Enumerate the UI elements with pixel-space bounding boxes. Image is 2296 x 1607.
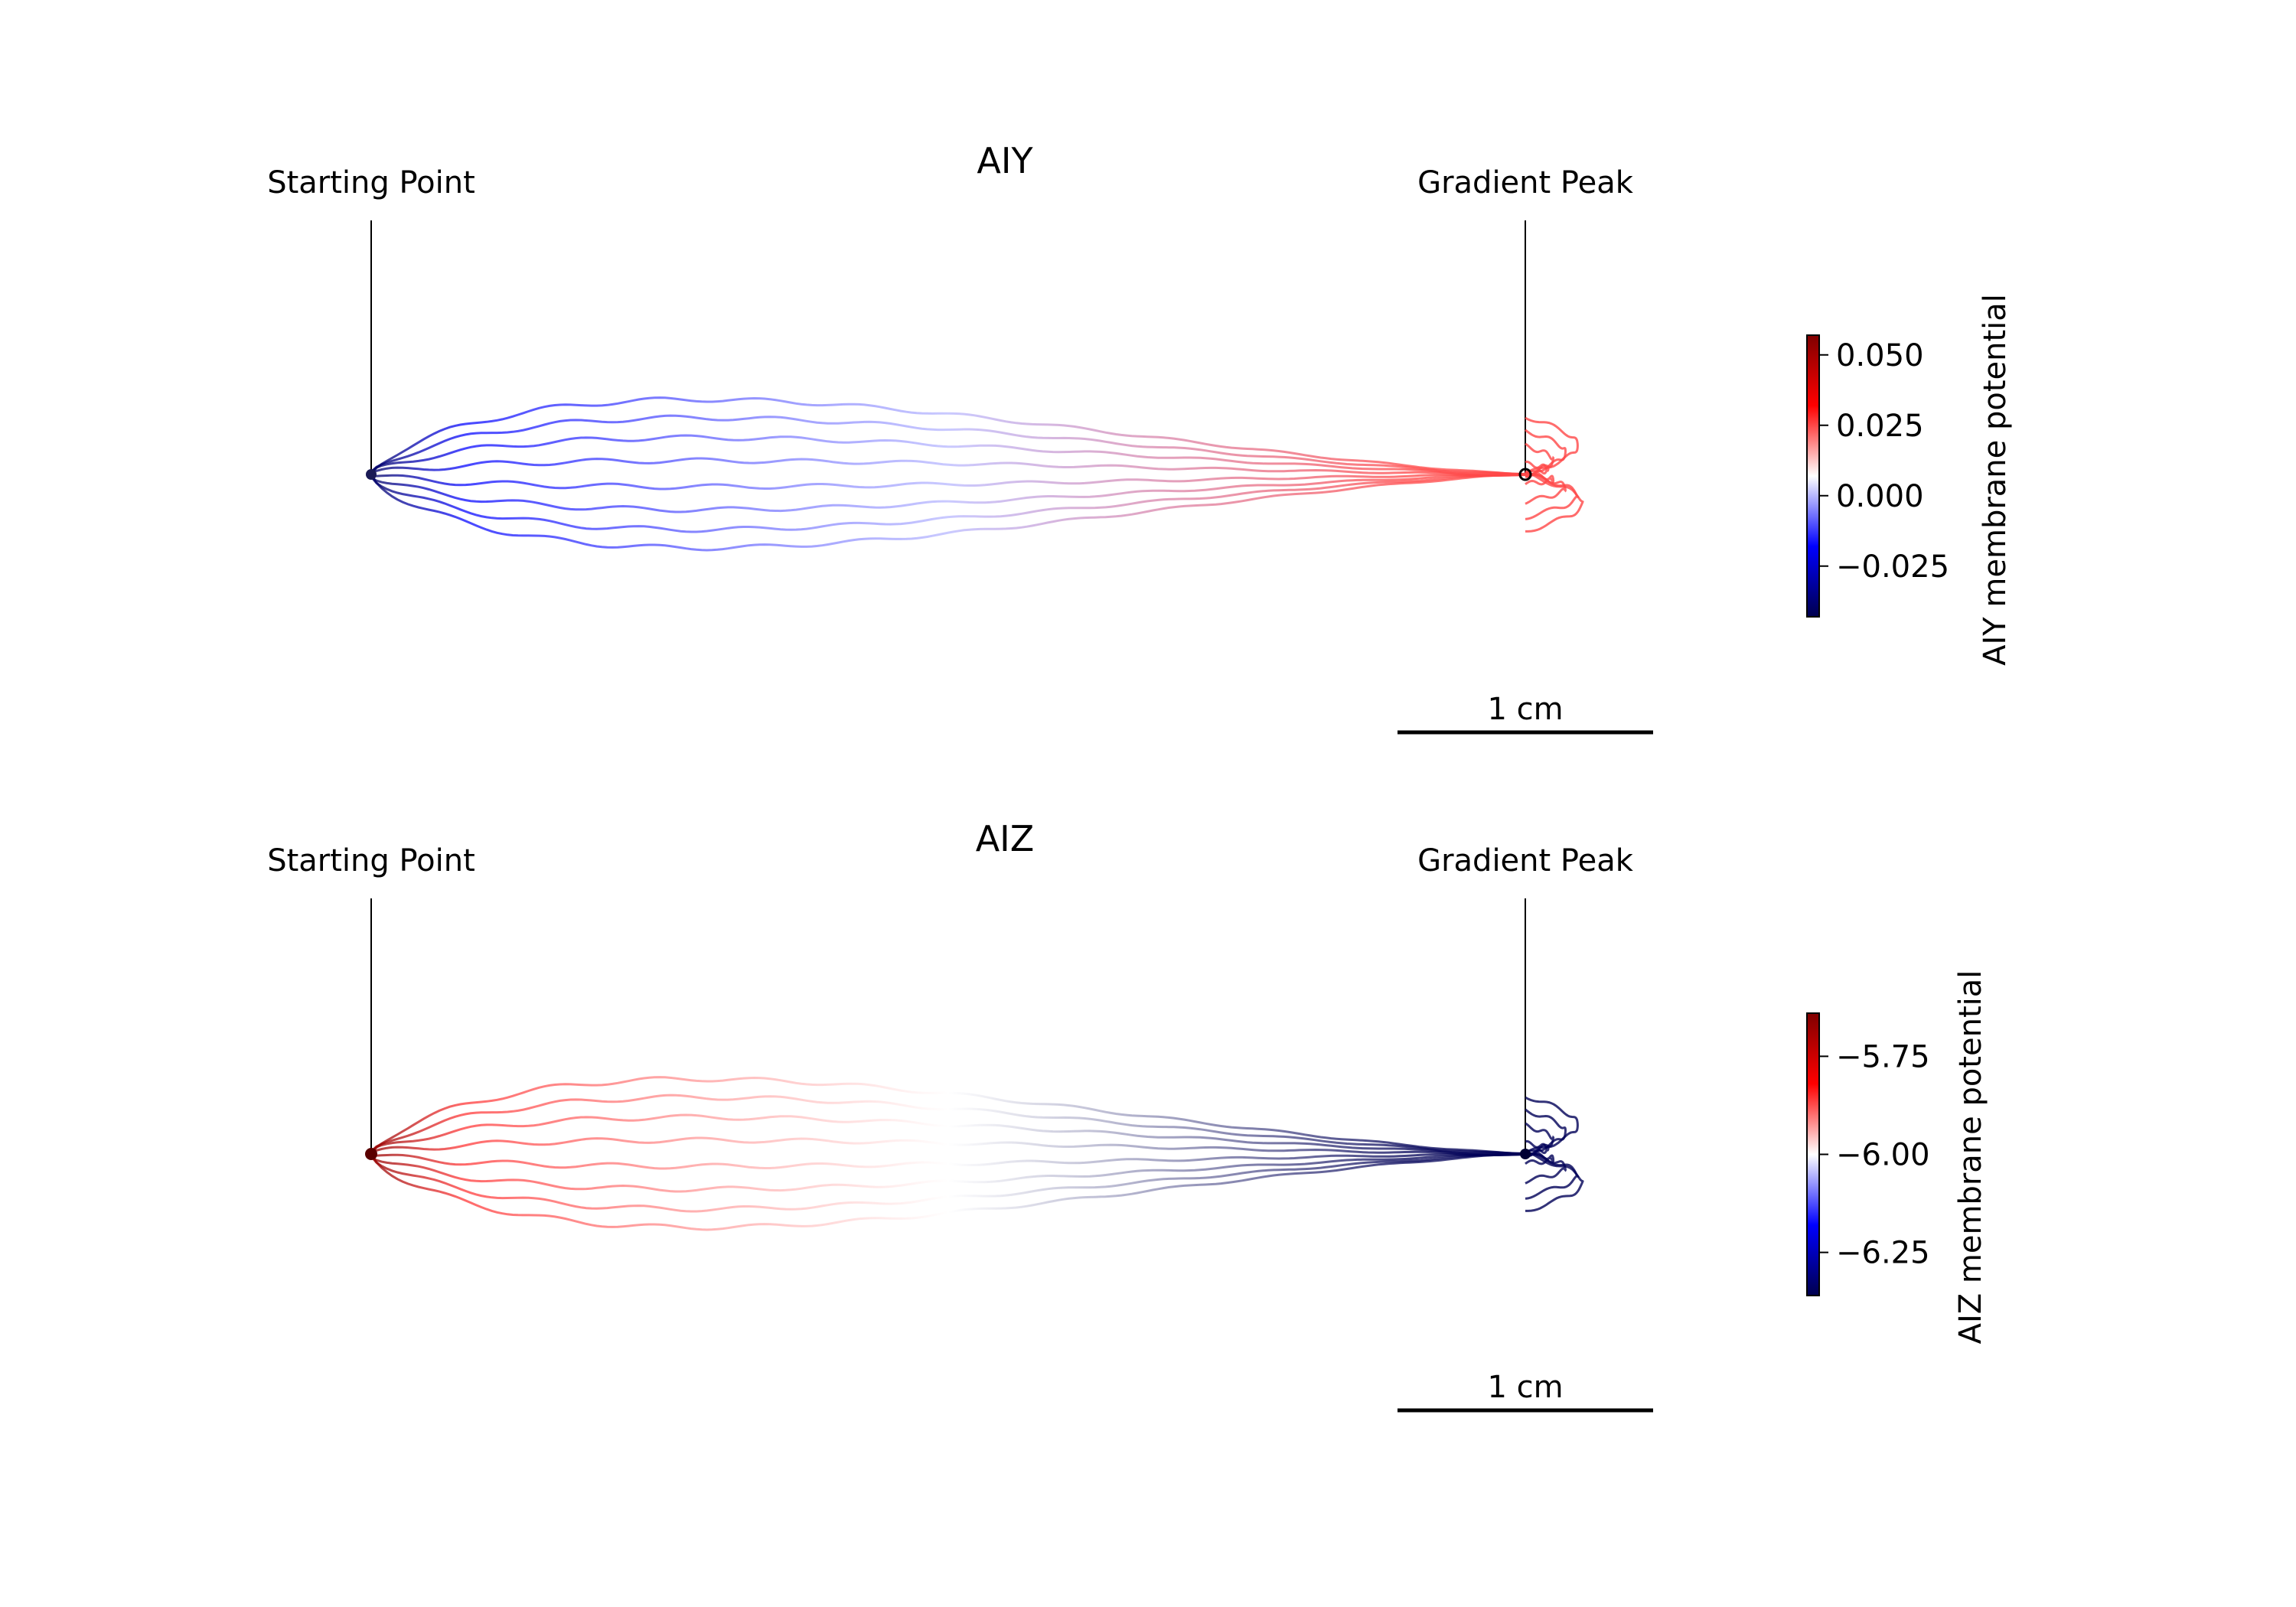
trajectory-line bbox=[370, 1136, 1525, 1156]
trajectory-peak-loop bbox=[1525, 472, 1555, 486]
colorbar-scale bbox=[1806, 334, 1820, 618]
trajectory-line bbox=[370, 414, 1526, 476]
scale-bar-label: 1 cm bbox=[1487, 1370, 1563, 1405]
trajectory-peak-loop bbox=[1525, 1096, 1579, 1155]
colorbar-tick-label: 0.050 bbox=[1836, 338, 1924, 373]
gradient-peak-label: Gradient Peak bbox=[1417, 843, 1634, 878]
trajectory-line bbox=[370, 1152, 1526, 1193]
panel-aiy: AIY Starting Point Gradient Peak 1 cm 0.… bbox=[267, 140, 2013, 735]
colorbar: −5.75 −6.00 −6.25 bbox=[1806, 1012, 1930, 1296]
trajectory-peak-loop bbox=[1525, 1150, 1584, 1212]
chart-title: AIZ bbox=[976, 818, 1035, 859]
gradient-peak-marker bbox=[1518, 468, 1532, 481]
trajectory-peak-loop bbox=[1525, 442, 1555, 476]
trajectories bbox=[370, 396, 1584, 552]
trajectory-line bbox=[370, 1152, 1526, 1170]
colorbar-tick-label: 0.025 bbox=[1836, 409, 1924, 444]
starting-point-label: Starting Point bbox=[267, 165, 475, 200]
trajectory-line bbox=[370, 473, 1526, 491]
starting-point-marker bbox=[365, 1148, 377, 1160]
trajectory-peak-loop bbox=[1525, 1152, 1555, 1165]
colorbar-label: AIY membrane potential bbox=[1978, 294, 2013, 666]
trajectory-line bbox=[370, 1094, 1526, 1156]
trajectory-peak-loop bbox=[1525, 471, 1584, 533]
trajectory-line bbox=[370, 434, 1526, 475]
trajectory-line bbox=[370, 1076, 1526, 1156]
colorbar-tick-label: −0.025 bbox=[1836, 549, 1949, 585]
colorbar-scale bbox=[1806, 1012, 1820, 1296]
colorbar-label: AIZ membrane potential bbox=[1953, 970, 1988, 1345]
trajectory-line bbox=[370, 457, 1525, 476]
trajectory-line bbox=[370, 1153, 1526, 1213]
trajectory-line bbox=[370, 474, 1526, 533]
gradient-peak-label: Gradient Peak bbox=[1417, 165, 1634, 200]
trajectories bbox=[370, 1076, 1584, 1231]
trajectory-line bbox=[370, 1113, 1526, 1155]
trajectory-line bbox=[370, 1153, 1526, 1231]
colorbar-tick-label: −6.00 bbox=[1836, 1138, 1930, 1173]
starting-point-label: Starting Point bbox=[267, 843, 475, 878]
trajectory-peak-loop bbox=[1525, 416, 1579, 475]
trajectory-line bbox=[370, 474, 1526, 552]
colorbar: 0.050 0.025 0.000 −0.025 bbox=[1806, 334, 1949, 618]
trajectory-line bbox=[370, 473, 1526, 513]
gradient-peak-marker bbox=[1520, 1149, 1531, 1159]
colorbar-tick-label: −5.75 bbox=[1836, 1039, 1930, 1074]
chart-title: AIY bbox=[977, 140, 1033, 181]
trajectory-peak-loop bbox=[1525, 1122, 1555, 1156]
scale-bar-label: 1 cm bbox=[1487, 692, 1563, 727]
panel-aiz: AIZ Starting Point Gradient Peak 1 cm −5… bbox=[267, 818, 1988, 1413]
colorbar-tick-label: 0.000 bbox=[1836, 479, 1924, 514]
colorbar-tick-label: −6.25 bbox=[1836, 1236, 1930, 1271]
trajectory-line bbox=[370, 396, 1526, 476]
starting-point-marker bbox=[366, 469, 377, 480]
